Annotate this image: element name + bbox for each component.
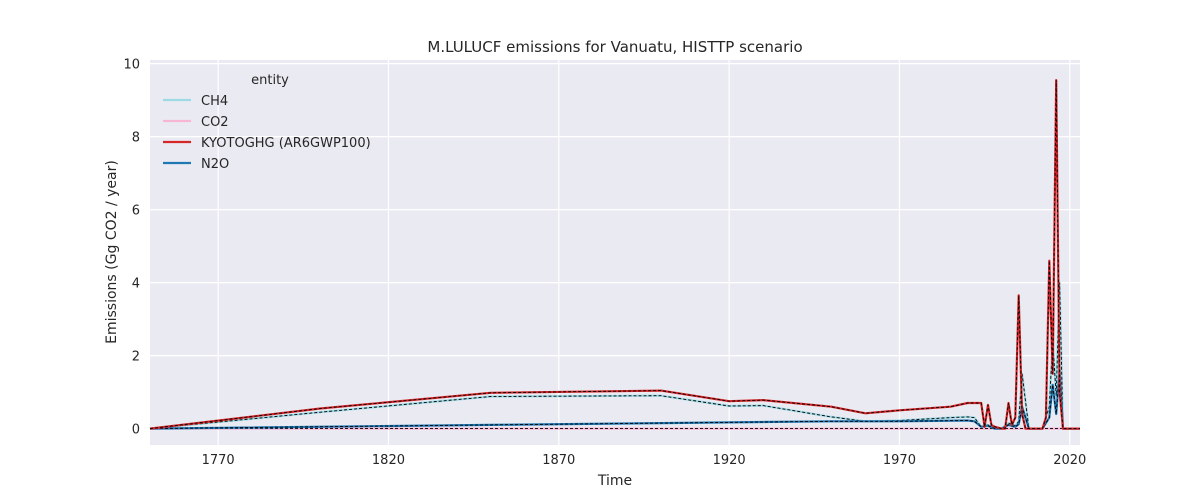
plot-background [150,60,1080,445]
y-tick-label: 4 [132,277,140,292]
y-tick-label: 8 [132,131,140,146]
x-tick-label: 2020 [1053,453,1086,468]
x-tick-label: 1870 [542,453,575,468]
legend-entry: CH4 [201,94,228,109]
legend: entity CH4 CO2 KYOTOGHG (AR6GWP100) N2O [163,73,371,172]
x-tick-label: 1970 [883,453,916,468]
x-axis-label: Time [597,473,632,489]
y-tick-label: 10 [123,58,140,73]
chart-title: M.LULUCF emissions for Vanuatu, HISTTP s… [427,38,802,56]
y-axis-label: Emissions (Gg CO2 / year) [104,160,120,344]
legend-entry: N2O [201,157,229,172]
series-layer [149,78,1080,430]
y-tick-label: 6 [132,204,140,219]
legend-title: entity [251,73,289,88]
y-tick-label: 0 [132,423,140,438]
x-tick-label: 1770 [202,453,235,468]
legend-entry: CO2 [201,115,229,130]
series-dashed-overlay-n2o [149,370,1080,430]
x-tick-label: 1820 [372,453,405,468]
x-tick-label: 1920 [713,453,746,468]
series-dashed-overlay-kyotoghg-ar6gwp100 [149,80,1080,430]
ticks: 1770 1820 1870 1920 1970 2020 0 2 4 6 8 10 [123,58,1086,468]
legend-entry: KYOTOGHG (AR6GWP100) [201,136,371,151]
y-tick-label: 2 [132,350,140,365]
